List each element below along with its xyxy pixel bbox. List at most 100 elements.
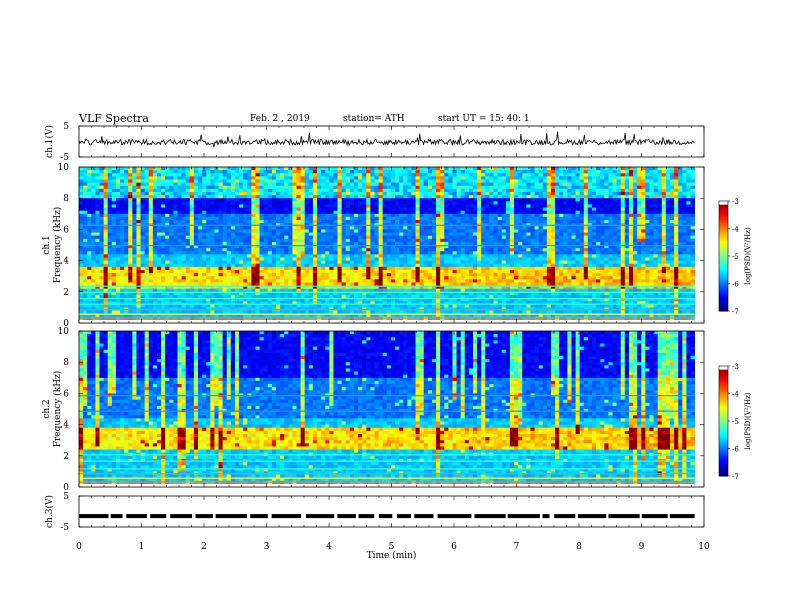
panel-frame [78, 495, 705, 528]
x-tick-label: 10 [698, 542, 710, 552]
ch3-trace-segment [437, 514, 472, 519]
colorbar-tick-label: -4 [732, 226, 739, 234]
y-tick-label: 6 [63, 225, 69, 235]
y-tick-label: 8 [63, 358, 69, 368]
low-freq-gap [79, 320, 695, 323]
x-tick-label: 9 [639, 542, 645, 552]
y-tick-label: 2 [63, 452, 69, 462]
ch3-trace-segment [337, 514, 356, 519]
narrowband-line [79, 460, 695, 462]
ch3-trace-segment [150, 514, 167, 519]
ch3-trace-segment [397, 514, 412, 519]
y-axis-label: ch.1 [42, 235, 52, 254]
ch3-trace-segment [271, 514, 301, 519]
narrowband-line [79, 473, 695, 475]
ch3-trace-segment [170, 514, 193, 519]
colorbar-tick-label: -7 [732, 308, 739, 316]
colorbar-tick-label: -6 [732, 281, 739, 289]
y-tick-label: -5 [60, 523, 69, 533]
colorbar: -3 -4 -5 -6 -7 log(PSD)(V²/Hz) [718, 363, 752, 481]
narrowband-line [79, 245, 695, 247]
y-axis-label: ch.2 [42, 399, 52, 418]
colorbar-tick-label: -5 [732, 253, 739, 261]
x-tick-label: 0 [76, 542, 82, 552]
y-tick-label: 4 [63, 257, 69, 267]
y-tick-label: 2 [63, 288, 69, 298]
colorbar: -3 -4 -5 -6 -7 log(PSD)(V²/Hz) [718, 198, 752, 316]
y-tick-label: 8 [63, 194, 69, 204]
y-tick-label: 0 [63, 483, 69, 493]
y-axis-label: ch.1(V) [44, 125, 55, 158]
x-tick-label: 1 [139, 542, 145, 552]
ch3-trace-segment [507, 514, 540, 519]
y-tick-label: 6 [63, 389, 69, 399]
x-tick-label: 7 [514, 542, 520, 552]
y-tick-label: 5 [63, 122, 69, 132]
ch3-trace-segment [641, 514, 668, 519]
ch1-trace [78, 131, 695, 148]
y-axis-label: Frequency (kHz) [52, 207, 63, 284]
x-tick-label: 2 [201, 542, 207, 552]
y-tick-label: 5 [63, 492, 69, 502]
narrowband-line [79, 481, 695, 483]
colorbar-label: log(PSD)(V²/Hz) [744, 227, 752, 284]
low-freq-gap [79, 484, 695, 487]
ch3-trace-segment [379, 514, 393, 519]
colorbar-tick-label: -4 [732, 391, 739, 399]
y-axis-label: ch.3(V) [44, 495, 55, 528]
ch3-trace-segment [542, 514, 550, 519]
ch3-trace-segment [215, 514, 247, 519]
ch3-trace-segment [250, 514, 268, 519]
x-tick-label: 5 [389, 542, 395, 552]
narrowband-line [79, 298, 695, 300]
narrowband-line [79, 468, 695, 470]
ch3-trace-segment [110, 514, 123, 519]
narrowband-line [79, 477, 695, 479]
ch3-trace-segment [669, 514, 695, 519]
start-time-label: start UT = 15: 40: 1 [438, 114, 530, 124]
ch3-trace-segment [358, 514, 375, 519]
colorbar-tick-label: -6 [732, 446, 739, 454]
ch3-trace-segment [126, 514, 147, 519]
ch3-trace-segment [474, 514, 506, 519]
y-tick-label: 10 [58, 327, 70, 337]
colorbar-tick-label: -7 [732, 473, 739, 481]
ch3-trace-segment [414, 514, 434, 519]
y-axis-label: Frequency (kHz) [52, 371, 63, 448]
plot-title: VLF Spectra [79, 112, 149, 125]
ch3-trace-segment [554, 514, 576, 519]
x-axis-label: Time (min) [367, 550, 417, 561]
ch3-trace-segment [79, 514, 109, 519]
ch3-trace-segment [306, 514, 335, 519]
colorbar-tick-label: -5 [732, 418, 739, 426]
narrowband-line [79, 303, 695, 305]
ch1-spectrogram [79, 167, 696, 324]
ch3-trace-segment [608, 514, 640, 519]
x-tick-label: 6 [451, 542, 457, 552]
y-tick-label: 0 [63, 319, 69, 329]
narrowband-line [79, 454, 695, 456]
ch3-trace-segment [577, 514, 607, 519]
narrowband-line [79, 291, 695, 293]
narrowband-line [79, 309, 695, 311]
colorbar-label: log(PSD)(V²/Hz) [744, 392, 752, 449]
narrowband-line [79, 285, 695, 287]
colorbar-tick-label: -3 [732, 198, 739, 206]
narrowband-line [79, 317, 695, 319]
x-tick-label: 8 [576, 542, 582, 552]
narrowband-line [79, 395, 695, 397]
ch2-spectrogram [79, 331, 696, 488]
narrowband-line [79, 410, 695, 412]
y-tick-label: -5 [60, 153, 69, 163]
y-tick-label: 10 [58, 163, 70, 173]
narrowband-line [79, 313, 695, 315]
y-tick-label: 4 [63, 421, 69, 431]
x-tick-label: 4 [326, 542, 332, 552]
colorbar-tick-label: -3 [732, 363, 739, 371]
x-tick-label: 3 [264, 542, 270, 552]
narrowband-line [79, 224, 695, 226]
station-label: station= ATH [343, 114, 405, 124]
ch3-trace-segment [195, 514, 213, 519]
date-label: Feb. 2 , 2019 [250, 114, 310, 124]
